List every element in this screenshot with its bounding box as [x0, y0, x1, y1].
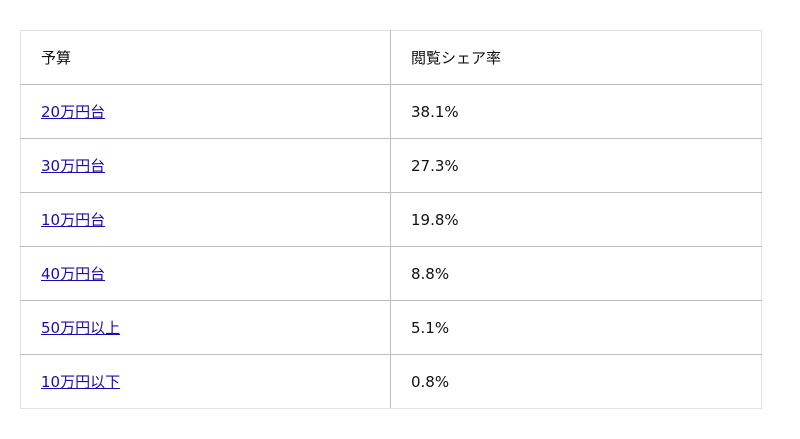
budget-cell: 10万円以下 [20, 354, 391, 409]
budget-link[interactable]: 10万円台 [41, 211, 106, 229]
budget-cell: 30万円台 [20, 138, 391, 193]
header-share: 閲覧シェア率 [390, 30, 762, 85]
table-row: 30万円台 27.3% [20, 138, 762, 193]
budget-link[interactable]: 50万円以上 [41, 319, 121, 337]
table-row: 20万円台 38.1% [20, 84, 762, 139]
budget-share-table: 予算 閲覧シェア率 20万円台 38.1% 30万円台 27.3% 10万円台 19.8%… [20, 30, 762, 409]
budget-link[interactable]: 10万円以下 [41, 373, 121, 391]
share-cell: 38.1% [390, 84, 762, 139]
share-cell: 27.3% [390, 138, 762, 193]
budget-cell: 50万円以上 [20, 300, 391, 355]
share-cell: 5.1% [390, 300, 762, 355]
budget-cell: 40万円台 [20, 246, 391, 301]
share-cell: 8.8% [390, 246, 762, 301]
budget-link[interactable]: 20万円台 [41, 103, 106, 121]
budget-link[interactable]: 30万円台 [41, 157, 106, 175]
header-budget: 予算 [20, 30, 391, 85]
budget-link[interactable]: 40万円台 [41, 265, 106, 283]
budget-cell: 20万円台 [20, 84, 391, 139]
table-header-row: 予算 閲覧シェア率 [20, 30, 762, 85]
budget-cell: 10万円台 [20, 192, 391, 247]
table-row: 50万円以上 5.1% [20, 300, 762, 355]
share-cell: 19.8% [390, 192, 762, 247]
table-row: 10万円台 19.8% [20, 192, 762, 247]
table-row: 10万円以下 0.8% [20, 354, 762, 409]
share-cell: 0.8% [390, 354, 762, 409]
table-row: 40万円台 8.8% [20, 246, 762, 301]
